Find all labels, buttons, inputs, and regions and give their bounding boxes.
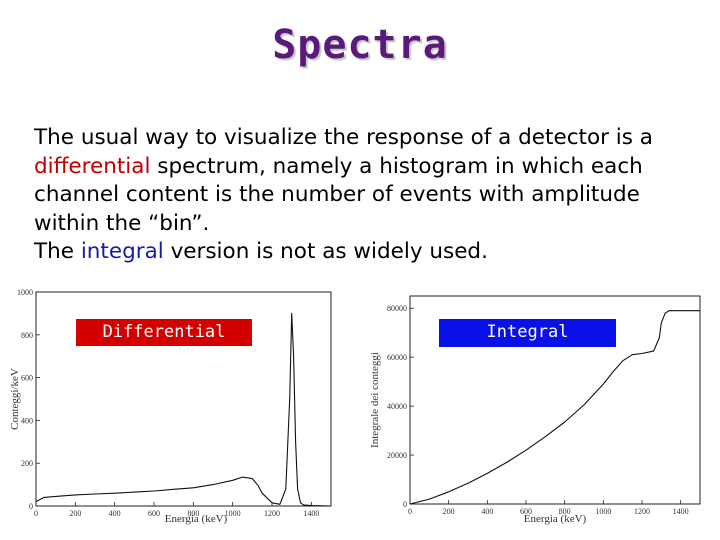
int-plot-frame: [409, 295, 701, 505]
int-y-tick-label: 40000: [387, 402, 407, 411]
integral-plot: 0 200 400 600 800 1000 1200 1400 0 20000 40000 6000…: [370, 290, 712, 532]
diff-x-tick-label: 400: [109, 509, 121, 518]
diff-x-tick-label: 1400: [303, 509, 319, 518]
int-y-tick-label: 80000: [387, 304, 407, 313]
body-line-1: The usual way to visualize the response …: [34, 125, 653, 150]
differential-term: differential: [34, 153, 151, 179]
integral-label-box: Integral: [439, 319, 616, 347]
diff-y-axis-label: Conteggi/keV: [9, 368, 21, 430]
int-x-tick-label: 1400: [673, 507, 689, 516]
diff-x-tick-label: 800: [187, 509, 199, 518]
int-y-tick-label: 60000: [387, 353, 407, 362]
int-series-line: [409, 310, 700, 505]
integral-term: integral: [80, 239, 164, 265]
diff-y-tick-label: 800: [21, 331, 33, 340]
int-x-axis-label: Energia (keV): [524, 513, 587, 525]
diff-x-tick-label: 0: [34, 509, 38, 518]
diff-x-tick-label: 200: [69, 509, 81, 518]
int-y-tick-label: 20000: [387, 451, 407, 460]
int-x-tick-label: 600: [520, 507, 532, 516]
differential-label-box: Differential: [76, 319, 252, 346]
body-line-5-pre: The: [34, 239, 81, 265]
diff-y-tick-label: 200: [21, 459, 33, 468]
diff-series-line: [35, 312, 332, 507]
int-x-tick-label: 200: [443, 507, 455, 516]
int-x-tick-label: 1200: [634, 507, 650, 516]
differential-plot: 0 200 400 600 800 1000 1200 1400 0 200 400 600 800 10…: [6, 286, 348, 532]
int-y-tick-label: 0: [403, 500, 407, 509]
body-line-4: within the “bin”.: [34, 210, 210, 236]
diff-x-axis-label: Energia (keV): [165, 513, 228, 525]
int-y-axis-label: Integrale dei conteggi: [370, 352, 381, 448]
int-x-tick-label: 800: [559, 507, 571, 516]
int-x-tick-label: 0: [408, 507, 412, 516]
body-line-5-post: version is not as widely used.: [163, 239, 488, 265]
diff-y-tick-label: 1000: [17, 288, 33, 297]
int-x-tick-label: 1000: [595, 507, 611, 516]
slide-title: Spectra: [272, 22, 448, 68]
diff-y-tick-label: 400: [21, 416, 33, 425]
diff-x-tick-label: 1000: [225, 509, 241, 518]
body-line-3: channel content is the number of events …: [34, 182, 640, 208]
diff-x-tick-label: 600: [148, 509, 160, 518]
body-line-2-rest: spectrum, namely a histogram in which ea…: [150, 153, 643, 179]
body-line-2: differential spectrum, namely a histogra…: [34, 153, 704, 182]
integral-plot-svg: 0 200 400 600 800 1000 1200 1400 0 20000 40000 6000…: [370, 295, 701, 525]
slide-body: The usual way to visualize the response …: [34, 124, 704, 267]
diff-plot-frame: [35, 291, 332, 507]
body-line-5: The integral version is not as widely us…: [34, 238, 704, 267]
diff-x-tick-label: 1200: [264, 509, 280, 518]
int-x-tick-label: 400: [481, 507, 493, 516]
diff-y-tick-label: 600: [21, 374, 33, 383]
diff-y-tick-label: 0: [29, 502, 33, 511]
differential-plot-svg: 0 200 400 600 800 1000 1200 1400 0 200 400 600 800 10…: [9, 288, 332, 525]
